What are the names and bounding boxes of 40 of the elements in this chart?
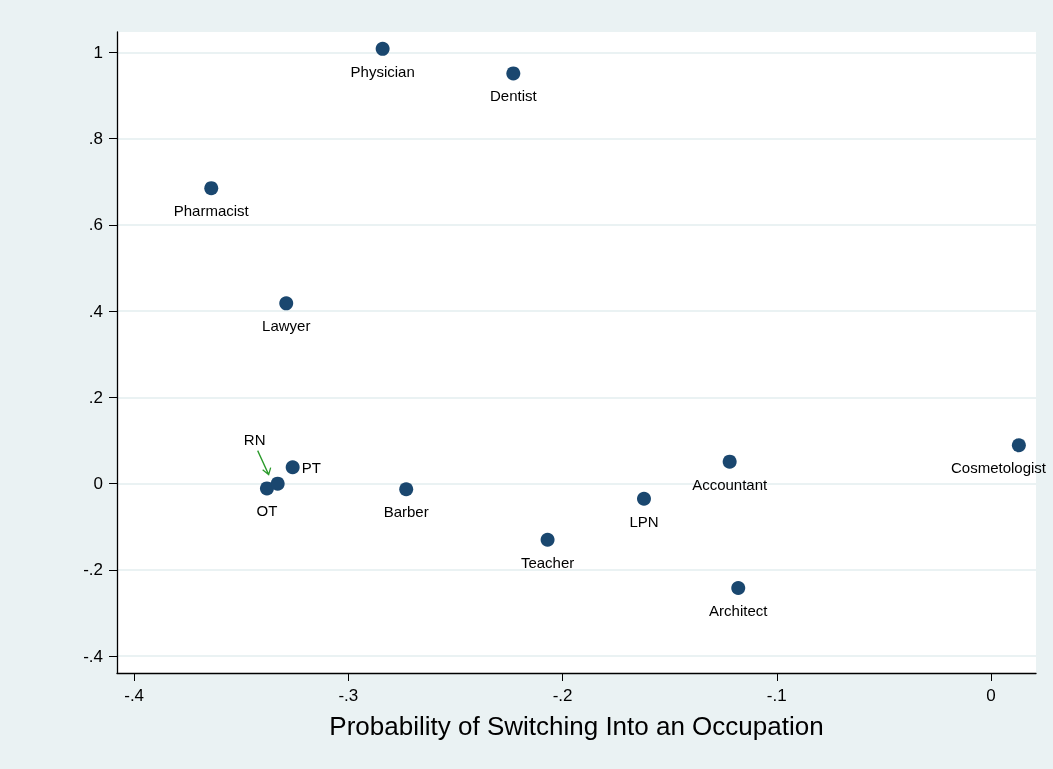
series-label: Dentist xyxy=(489,87,538,105)
x-axis-title: Probability of Switching Into an Occupation xyxy=(329,711,824,741)
y-tick-label: 1 xyxy=(93,42,103,62)
y-tick-label: .8 xyxy=(88,129,103,149)
point xyxy=(540,532,555,547)
series-label: Physician xyxy=(350,62,415,80)
series-label: Pharmacist xyxy=(173,202,250,220)
point xyxy=(399,482,414,497)
series-label: Architect xyxy=(709,602,769,620)
point xyxy=(259,481,274,496)
y-tick-label: -.4 xyxy=(83,646,103,666)
point xyxy=(375,41,390,56)
x-tick-label: -.4 xyxy=(124,686,145,705)
series-label: Cosmetologist xyxy=(950,459,1047,477)
series-label: Barber xyxy=(383,503,429,521)
point xyxy=(722,454,737,469)
y-tick-label: .2 xyxy=(88,387,103,407)
y-tick-label: .6 xyxy=(88,215,103,235)
point xyxy=(270,476,285,491)
point xyxy=(279,296,294,311)
x-tick-label: -.3 xyxy=(338,686,359,705)
point xyxy=(636,491,651,506)
point xyxy=(204,181,219,196)
x-tick-label: -.2 xyxy=(552,686,573,705)
y-tick-label: 0 xyxy=(93,474,103,494)
series-label: Lawyer xyxy=(262,317,311,335)
series-label: OT xyxy=(256,502,278,520)
series-label: PT xyxy=(301,458,321,476)
series-label: Teacher xyxy=(520,553,575,571)
point xyxy=(1011,438,1026,453)
point xyxy=(731,581,746,596)
series-label: LPN xyxy=(629,512,659,530)
text: RN xyxy=(243,430,266,448)
x-tick-label: 0 xyxy=(986,686,996,705)
point xyxy=(285,460,300,475)
y-tick-label: .4 xyxy=(88,301,103,321)
series-label: Accountant xyxy=(692,475,769,493)
x-tick-label: -.1 xyxy=(766,686,787,705)
point xyxy=(506,66,521,81)
y-tick-label: -.2 xyxy=(83,560,103,580)
